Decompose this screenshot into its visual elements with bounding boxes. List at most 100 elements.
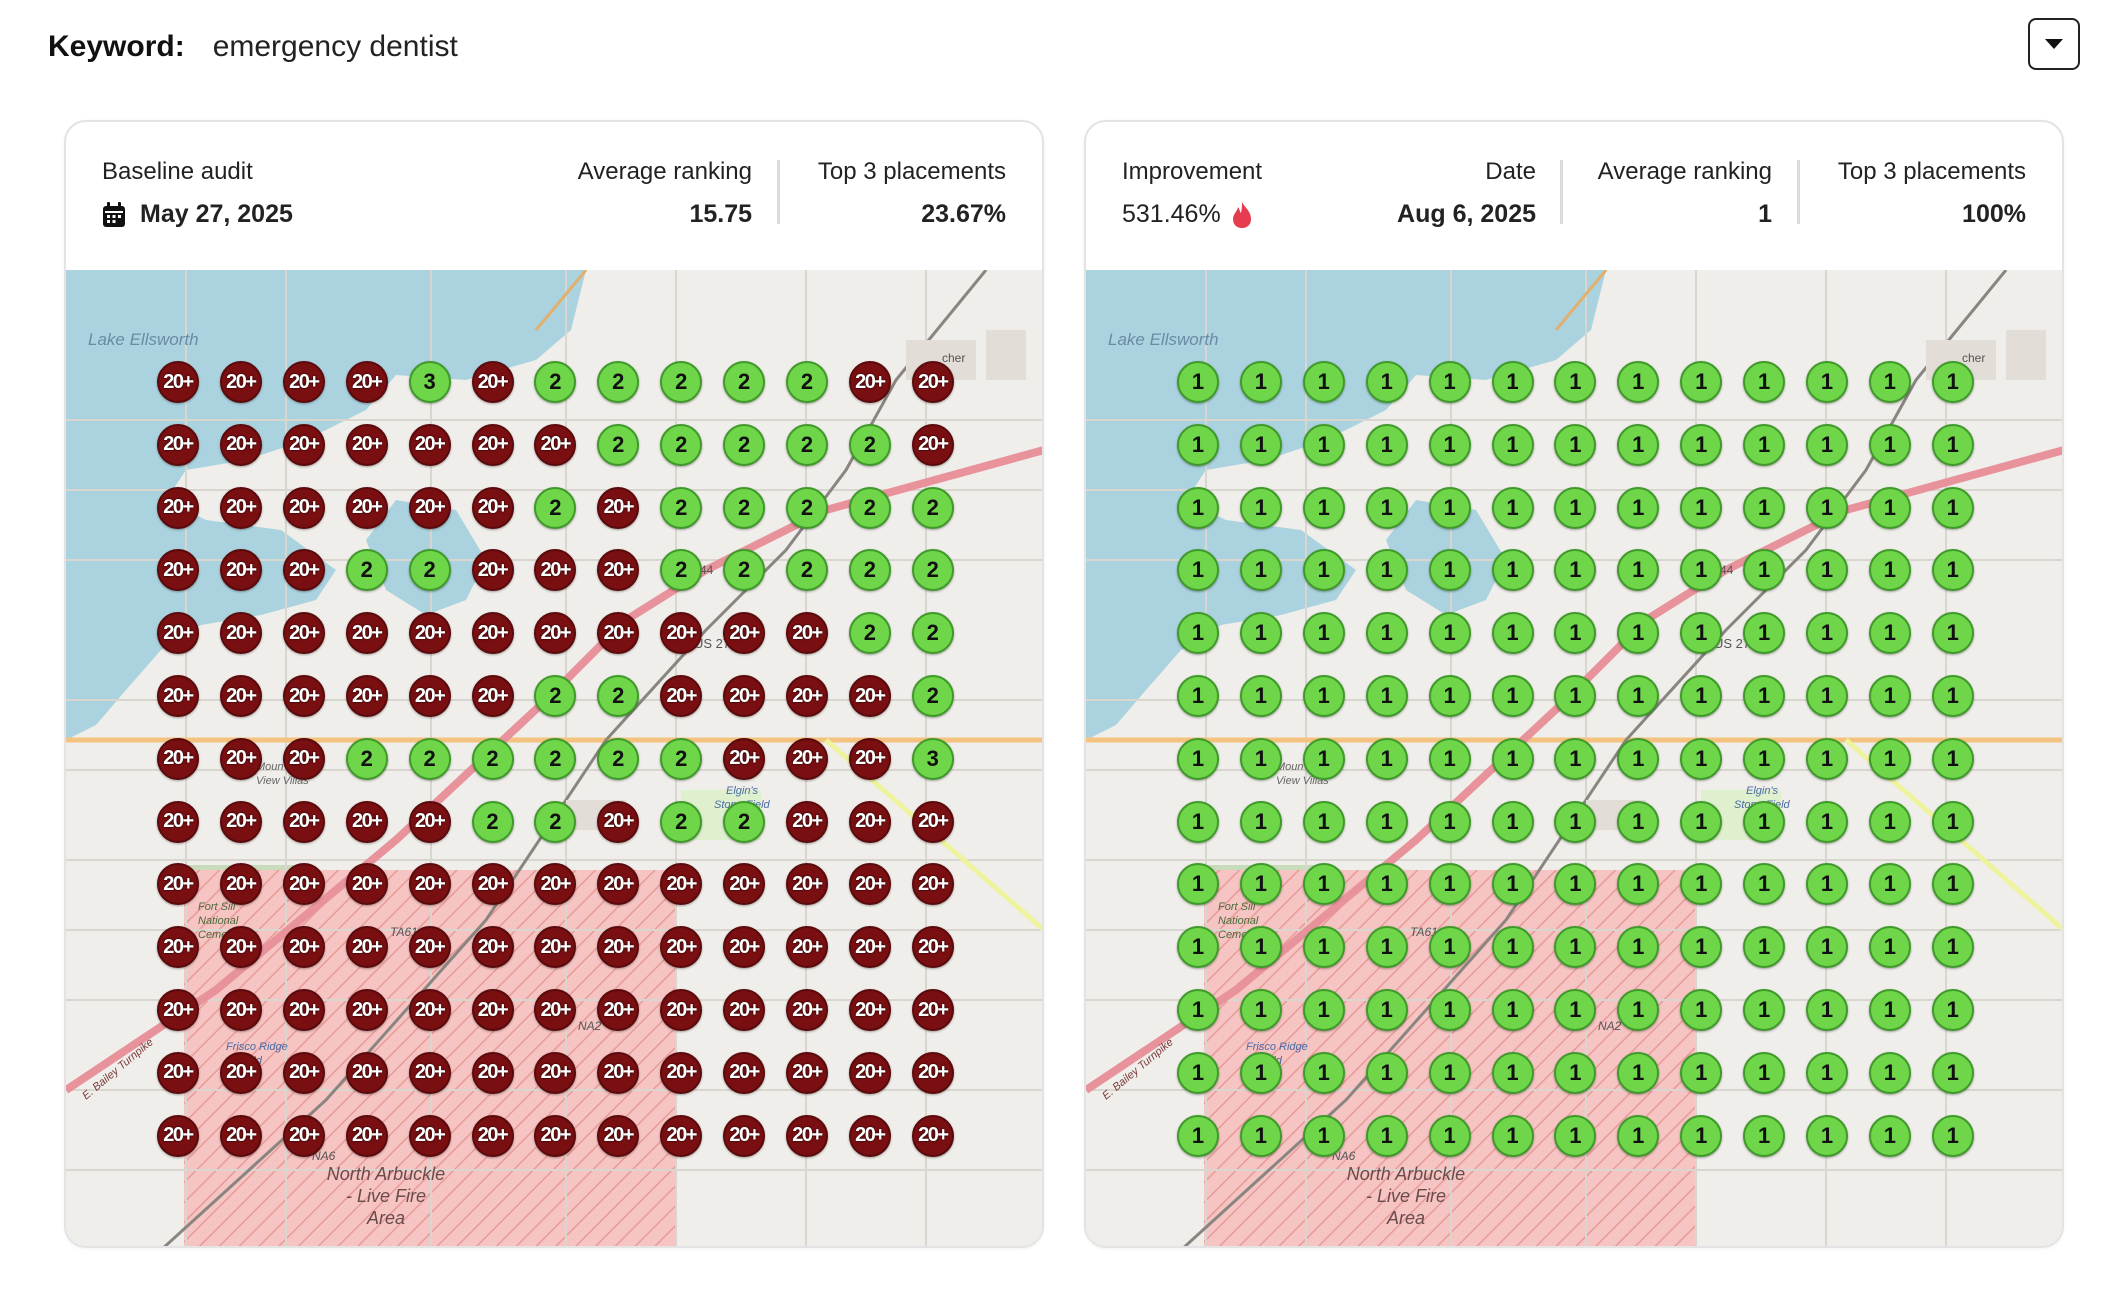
rank-pin[interactable]: 20+ bbox=[345, 926, 388, 969]
rank-pin[interactable]: 20+ bbox=[282, 612, 325, 655]
rank-pin[interactable]: 1 bbox=[1239, 675, 1282, 717]
rank-pin[interactable]: 1 bbox=[1680, 361, 1723, 403]
rank-pin[interactable]: 1 bbox=[1806, 423, 1848, 466]
rank-pin[interactable]: 20+ bbox=[157, 612, 199, 655]
rank-pin[interactable]: 1 bbox=[1617, 423, 1660, 466]
rank-pin[interactable]: 20+ bbox=[848, 989, 891, 1031]
rank-pin[interactable]: 1 bbox=[1806, 675, 1848, 717]
rank-pin[interactable]: 1 bbox=[1680, 612, 1723, 655]
rank-pin[interactable]: 20+ bbox=[848, 675, 891, 717]
rank-pin[interactable]: 1 bbox=[1680, 989, 1723, 1031]
rank-pin[interactable]: 20+ bbox=[408, 863, 451, 906]
rank-pin[interactable]: 20+ bbox=[157, 737, 199, 780]
rank-pin[interactable]: 1 bbox=[1365, 423, 1408, 466]
rank-pin[interactable]: 20+ bbox=[911, 1051, 954, 1094]
rank-pin[interactable]: 1 bbox=[1177, 486, 1219, 529]
rank-pin[interactable]: 1 bbox=[1428, 486, 1471, 529]
rank-pin[interactable]: 20+ bbox=[786, 737, 828, 780]
rank-pin[interactable]: 20+ bbox=[471, 926, 514, 969]
rank-pin[interactable]: 20+ bbox=[534, 1114, 577, 1157]
rank-pin[interactable]: 1 bbox=[1302, 361, 1345, 403]
rank-pin[interactable]: 2 bbox=[534, 737, 577, 780]
rank-pin[interactable]: 1 bbox=[1239, 926, 1282, 969]
rank-pin[interactable]: 20+ bbox=[345, 800, 388, 843]
rank-pin[interactable]: 1 bbox=[1239, 612, 1282, 655]
rank-pin[interactable]: 20+ bbox=[219, 549, 262, 592]
rank-pin[interactable]: 20+ bbox=[219, 612, 262, 655]
rank-pin[interactable]: 1 bbox=[1868, 926, 1911, 969]
rank-pin[interactable]: 20+ bbox=[282, 863, 325, 906]
rank-pin[interactable]: 1 bbox=[1428, 800, 1471, 843]
rank-pin[interactable]: 1 bbox=[1428, 423, 1471, 466]
rank-pin[interactable]: 1 bbox=[1868, 989, 1911, 1031]
rank-pin[interactable]: 20+ bbox=[534, 1051, 577, 1094]
rank-pin[interactable]: 1 bbox=[1806, 486, 1848, 529]
rank-pin[interactable]: 20+ bbox=[786, 1114, 828, 1157]
rank-pin[interactable]: 1 bbox=[1680, 486, 1723, 529]
rank-pin[interactable]: 20+ bbox=[911, 863, 954, 906]
rank-pin[interactable]: 20+ bbox=[157, 989, 199, 1031]
rank-pin[interactable]: 20+ bbox=[157, 863, 199, 906]
rank-pin[interactable]: 1 bbox=[1554, 549, 1597, 592]
rank-pin[interactable]: 1 bbox=[1868, 675, 1911, 717]
rank-pin[interactable]: 1 bbox=[1365, 737, 1408, 780]
rank-pin[interactable]: 1 bbox=[1554, 1051, 1597, 1094]
rank-pin[interactable]: 1 bbox=[1868, 737, 1911, 780]
rank-pin[interactable]: 1 bbox=[1868, 1114, 1911, 1157]
rank-pin[interactable]: 1 bbox=[1931, 800, 1974, 843]
rank-pin[interactable]: 20+ bbox=[219, 1051, 262, 1094]
rank-pin[interactable]: 20+ bbox=[219, 675, 262, 717]
rank-pin[interactable]: 2 bbox=[660, 423, 703, 466]
rank-pin[interactable]: 1 bbox=[1365, 361, 1408, 403]
rank-pin[interactable]: 20+ bbox=[345, 989, 388, 1031]
rank-pin[interactable]: 20+ bbox=[534, 989, 577, 1031]
rank-pin[interactable]: 1 bbox=[1868, 612, 1911, 655]
rank-pin[interactable]: 1 bbox=[1617, 675, 1660, 717]
rank-pin[interactable]: 1 bbox=[1302, 486, 1345, 529]
rank-pin[interactable]: 1 bbox=[1617, 1114, 1660, 1157]
rank-pin[interactable]: 20+ bbox=[157, 926, 199, 969]
rank-pin[interactable]: 2 bbox=[471, 800, 514, 843]
rank-pin[interactable]: 1 bbox=[1806, 737, 1848, 780]
rank-pin[interactable]: 1 bbox=[1554, 486, 1597, 529]
rank-pin[interactable]: 1 bbox=[1491, 423, 1534, 466]
rank-pin[interactable]: 1 bbox=[1491, 800, 1534, 843]
rank-pin[interactable]: 1 bbox=[1554, 926, 1597, 969]
rank-pin[interactable]: 20+ bbox=[157, 361, 199, 403]
rank-pin[interactable]: 1 bbox=[1428, 1051, 1471, 1094]
rank-pin[interactable]: 1 bbox=[1806, 549, 1848, 592]
rank-pin[interactable]: 2 bbox=[408, 549, 451, 592]
rank-pin[interactable]: 20+ bbox=[597, 800, 640, 843]
rank-pin[interactable]: 20+ bbox=[157, 1114, 199, 1157]
rank-pin[interactable]: 1 bbox=[1680, 675, 1723, 717]
rank-pin[interactable]: 1 bbox=[1554, 863, 1597, 906]
rank-pin[interactable]: 1 bbox=[1302, 549, 1345, 592]
rank-pin[interactable]: 20+ bbox=[786, 926, 828, 969]
rank-pin[interactable]: 2 bbox=[723, 486, 766, 529]
rank-pin[interactable]: 20+ bbox=[660, 1114, 703, 1157]
rank-pin[interactable]: 1 bbox=[1302, 926, 1345, 969]
rank-pin[interactable]: 20+ bbox=[345, 675, 388, 717]
rank-pin[interactable]: 20+ bbox=[282, 800, 325, 843]
rank-pin[interactable]: 1 bbox=[1177, 1051, 1219, 1094]
rank-pin[interactable]: 2 bbox=[597, 737, 640, 780]
rank-pin[interactable]: 20+ bbox=[786, 1051, 828, 1094]
rank-pin[interactable]: 20+ bbox=[597, 926, 640, 969]
rank-pin[interactable]: 20+ bbox=[848, 800, 891, 843]
rank-pin[interactable]: 20+ bbox=[408, 612, 451, 655]
rank-pin[interactable]: 2 bbox=[723, 423, 766, 466]
rank-pin[interactable]: 20+ bbox=[345, 863, 388, 906]
rank-pin[interactable]: 1 bbox=[1868, 549, 1911, 592]
rank-pin[interactable]: 20+ bbox=[848, 926, 891, 969]
rank-pin[interactable]: 20+ bbox=[408, 486, 451, 529]
rank-pin[interactable]: 20+ bbox=[408, 1051, 451, 1094]
rank-pin[interactable]: 1 bbox=[1617, 486, 1660, 529]
rank-pin[interactable]: 1 bbox=[1428, 1114, 1471, 1157]
rank-pin[interactable]: 20+ bbox=[282, 423, 325, 466]
rank-pin[interactable]: 1 bbox=[1680, 863, 1723, 906]
rank-pin[interactable]: 20+ bbox=[597, 549, 640, 592]
rank-pin[interactable]: 20+ bbox=[282, 737, 325, 780]
rank-pin[interactable]: 2 bbox=[660, 800, 703, 843]
rank-pin[interactable]: 1 bbox=[1428, 361, 1471, 403]
rank-pin[interactable]: 2 bbox=[534, 800, 577, 843]
